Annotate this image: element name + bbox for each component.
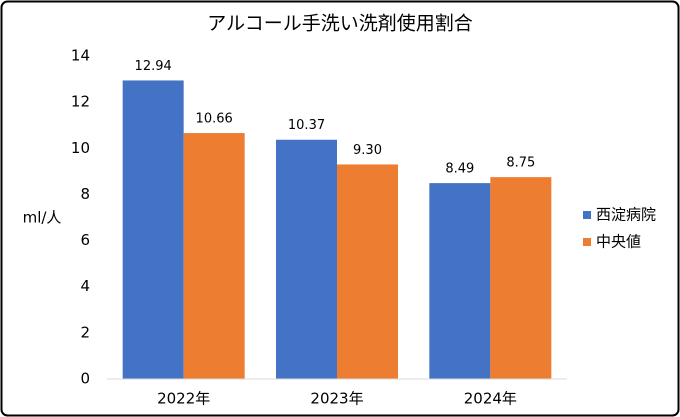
- y-tick-label: 0: [80, 370, 90, 388]
- bar: [183, 133, 245, 379]
- bar: [490, 177, 552, 379]
- chart-title: アルコール手洗い洗剤使用割合: [207, 13, 472, 35]
- legend-swatch: [583, 211, 591, 219]
- bar: [429, 183, 491, 379]
- y-tick-label: 6: [80, 231, 90, 249]
- value-label: 12.94: [135, 59, 172, 74]
- bar: [337, 164, 398, 379]
- legend-label: 中央値: [596, 233, 641, 251]
- y-tick-label: 8: [80, 185, 90, 203]
- bar: [276, 139, 337, 379]
- value-label: 8.75: [506, 156, 535, 171]
- y-tick-label: 14: [71, 47, 90, 65]
- y-tick-label: 12: [71, 93, 90, 111]
- y-axis-label: ml/人: [23, 209, 62, 227]
- value-label: 9.30: [353, 143, 382, 158]
- legend-label: 西淀病院: [596, 206, 656, 224]
- x-tick-label: 2024年: [464, 390, 517, 408]
- bar: [122, 80, 184, 379]
- y-tick-label: 10: [71, 139, 90, 157]
- value-label: 8.49: [445, 162, 474, 177]
- y-tick-label: 4: [80, 277, 90, 295]
- y-tick-label: 2: [80, 323, 90, 341]
- value-label: 10.66: [196, 112, 233, 127]
- x-tick-label: 2023年: [310, 390, 363, 408]
- legend-swatch: [583, 238, 591, 246]
- x-tick-label: 2022年: [157, 390, 210, 408]
- value-label: 10.37: [288, 118, 325, 133]
